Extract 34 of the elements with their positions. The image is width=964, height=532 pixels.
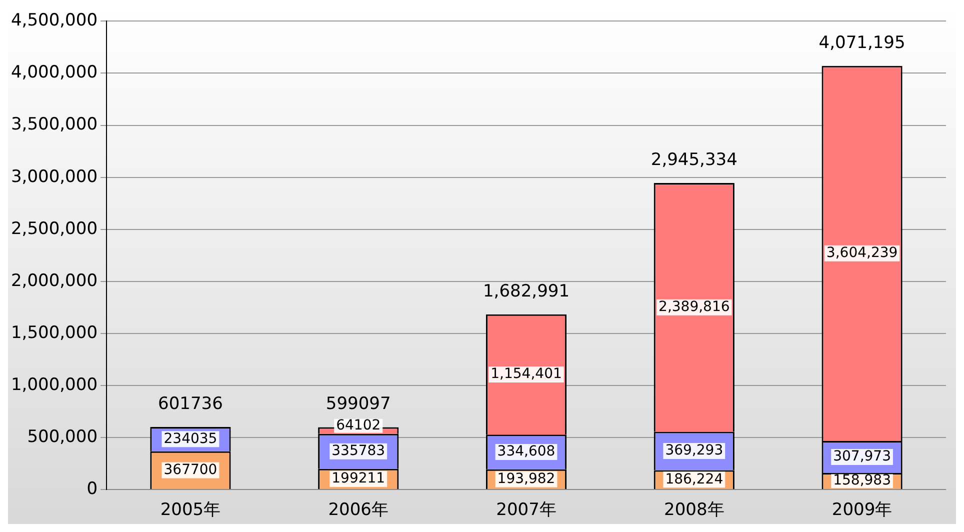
data-label: 367700 <box>164 462 218 478</box>
total-label: 2,945,334 <box>650 150 738 170</box>
total-label: 1,682,991 <box>482 281 570 302</box>
data-label: 158,983 <box>833 472 892 489</box>
y-tick-label: 3,000,000 <box>10 166 98 187</box>
data-label: 307,973 <box>833 448 892 465</box>
y-tick-label: 2,500,000 <box>10 218 98 239</box>
data-label: 335783 <box>332 443 386 460</box>
total-label: 4,071,195 <box>818 32 906 53</box>
x-tick-label: 2007年 <box>496 500 556 520</box>
data-label: 234035 <box>164 430 218 447</box>
y-tick-label: 3,500,000 <box>10 114 98 135</box>
y-tick-label: 1,500,000 <box>10 322 98 343</box>
data-label: 1,154,401 <box>490 366 562 382</box>
x-tick-label: 2008年 <box>664 500 724 520</box>
data-label: 186,224 <box>665 471 724 488</box>
y-tick-label: 2,000,000 <box>10 270 98 291</box>
data-label: 369,293 <box>665 442 724 459</box>
data-label: 193,982 <box>497 470 556 487</box>
y-tick-label: 500,000 <box>27 426 98 447</box>
data-label: 64102 <box>336 418 381 434</box>
y-tick-label: 0 <box>86 479 98 500</box>
total-label: 601736 <box>158 394 223 414</box>
x-tick-label: 2005年 <box>160 500 221 520</box>
data-label: 2,389,816 <box>658 299 730 316</box>
total-label: 599097 <box>326 394 391 414</box>
y-tick-label: 4,500,000 <box>10 10 98 31</box>
data-label: 334,608 <box>497 444 556 460</box>
y-tick-label: 1,000,000 <box>10 374 98 395</box>
x-tick-label: 2009年 <box>832 500 892 520</box>
x-tick-label: 2006年 <box>328 500 388 520</box>
data-label: 199211 <box>332 470 386 487</box>
y-tick-label: 4,000,000 <box>10 62 98 83</box>
data-label: 3,604,239 <box>826 245 898 262</box>
